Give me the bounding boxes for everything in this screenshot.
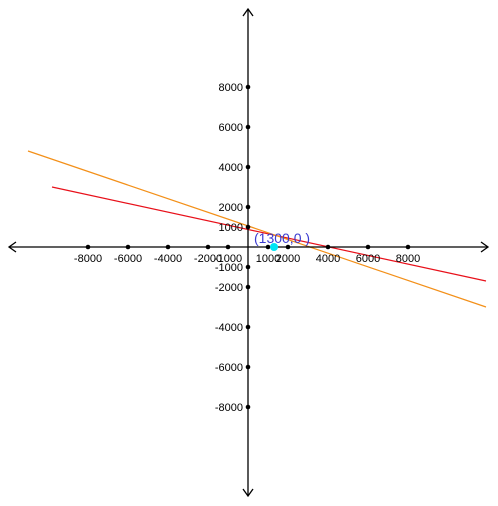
y-tick-label: 1000	[219, 222, 243, 234]
y-tick-label: -1000	[215, 262, 243, 274]
y-tick-label: 4000	[219, 162, 243, 174]
intersection-point	[270, 243, 278, 251]
x-tick-label: -4000	[154, 253, 182, 265]
x-tick-label: -2000	[194, 253, 222, 265]
y-tick-label: -6000	[215, 362, 243, 374]
highlight-point-group: (1300,0 )	[254, 230, 310, 251]
x-tick-mark	[225, 244, 231, 250]
x-tick-mark	[165, 244, 171, 250]
x-tick-mark	[325, 244, 331, 250]
y-tick-mark	[245, 84, 251, 90]
x-tick-label: 4000	[316, 253, 340, 265]
y-tick-mark	[245, 324, 251, 330]
x-tick-mark	[265, 244, 271, 250]
x-tick-label: 2000	[276, 253, 300, 265]
x-tick-label: 1000	[256, 253, 280, 265]
y-tick-mark	[245, 264, 251, 270]
x-tick-mark	[405, 244, 411, 250]
x-tick-mark	[205, 244, 211, 250]
x-tick-mark	[285, 244, 291, 250]
plotted-line-1	[51, 186, 487, 282]
plotted-line-2	[27, 150, 487, 308]
y-tick-mark	[245, 404, 251, 410]
y-tick-mark	[245, 164, 251, 170]
y-tick-mark	[245, 124, 251, 130]
y-tick-mark	[245, 364, 251, 370]
x-tick-label: -6000	[114, 253, 142, 265]
y-axis-down-arrow	[242, 488, 254, 498]
x-tick-mark	[365, 244, 371, 250]
plotted-lines	[27, 150, 487, 308]
y-tick-label: 2000	[219, 202, 243, 214]
x-tick-label: -8000	[74, 253, 102, 265]
y-tick-label: -8000	[215, 402, 243, 414]
y-tick-mark	[245, 284, 251, 290]
x-tick-label: 6000	[356, 253, 380, 265]
x-axis-right-arrow	[480, 241, 490, 253]
y-tick-label: 6000	[219, 122, 243, 134]
y-axis-up-arrow	[242, 7, 254, 17]
x-tick-mark	[125, 244, 131, 250]
y-tick-mark	[245, 204, 251, 210]
x-axis-left-arrow	[7, 241, 17, 253]
y-tick-label: 8000	[219, 82, 243, 94]
y-tick-label: -4000	[215, 322, 243, 334]
intersection-point-label: (1300,0 )	[254, 230, 310, 246]
x-tick-label: -1000	[214, 253, 242, 265]
x-tick-mark	[85, 244, 91, 250]
x-tick-label: 8000	[396, 253, 420, 265]
y-tick-label: -2000	[215, 282, 243, 294]
y-tick-mark	[245, 224, 251, 230]
